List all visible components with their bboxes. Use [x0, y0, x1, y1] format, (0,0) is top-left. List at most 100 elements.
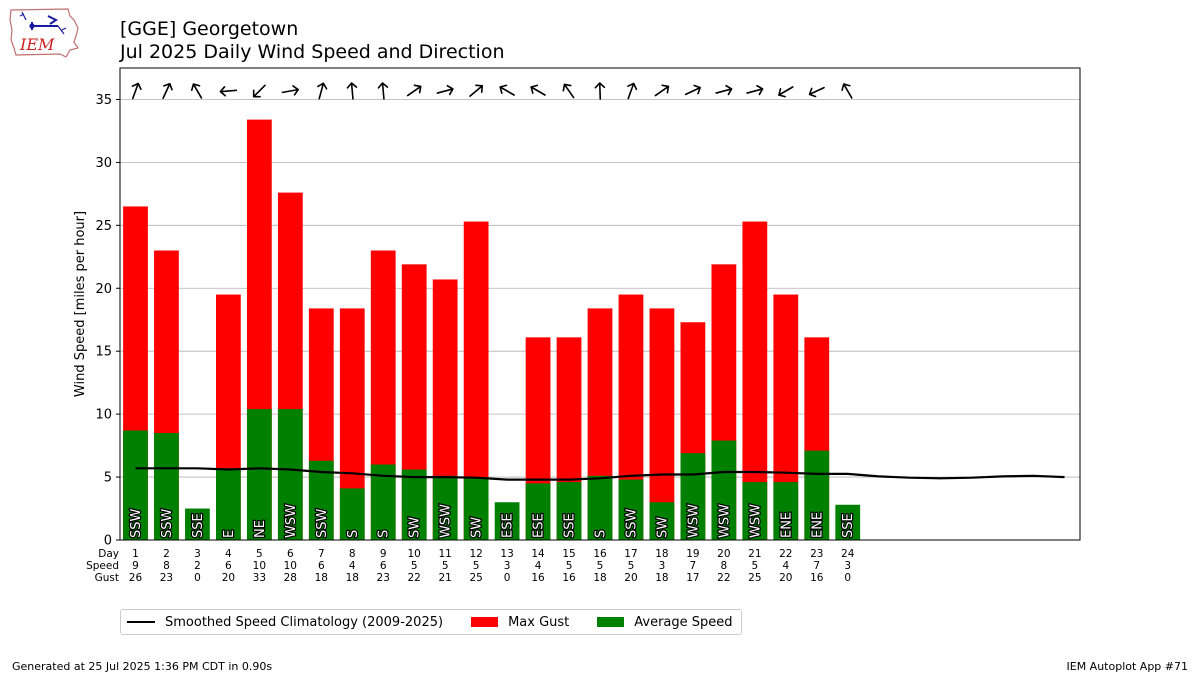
table-gust: 18 — [593, 572, 606, 584]
table-gust: 25 — [748, 572, 761, 584]
table-day: 3 — [194, 548, 201, 560]
y-axis-label: Wind Speed [miles per hour] — [73, 211, 88, 397]
autoplot-credit: IEM Autoplot App #71 — [1066, 660, 1189, 673]
average-bar — [216, 468, 241, 540]
climatology-line — [135, 467, 1065, 481]
table-gust: 17 — [686, 572, 699, 584]
climatology-layer — [135, 467, 1065, 481]
average-bar — [185, 508, 210, 540]
direction-label: SSE — [191, 513, 206, 538]
y-ticks: 0 5 10 15 20 25 30 35 — [95, 93, 120, 549]
legend-gust-swatch — [471, 617, 499, 627]
direction-label: SW — [408, 517, 423, 538]
direction-label: S — [377, 530, 392, 538]
table-speed: 5 — [597, 560, 604, 572]
wind-arrow — [530, 84, 546, 96]
table-gust: 26 — [129, 572, 143, 584]
average-bar — [246, 409, 272, 540]
table-day: 17 — [624, 548, 637, 560]
arrow-shape — [715, 84, 733, 96]
wind-arrow — [594, 82, 606, 100]
table-day: 12 — [469, 548, 482, 560]
arrow-shape — [131, 82, 142, 100]
average-bar — [649, 502, 675, 540]
arrow-shape — [252, 84, 266, 98]
wind-arrow — [841, 83, 853, 99]
table-day: 2 — [163, 548, 170, 560]
arrow-shape — [684, 84, 701, 96]
direction-label: SSW — [624, 508, 639, 538]
table-speed: 8 — [163, 560, 170, 572]
arrow-shape — [219, 86, 238, 97]
wind-arrow — [252, 84, 266, 98]
wind-arrow — [469, 84, 484, 97]
legend-gust-label: Max Gust — [508, 614, 570, 630]
arrow-shape — [346, 82, 358, 100]
table-day: 6 — [287, 548, 294, 560]
average-bar — [308, 460, 334, 540]
arrow-shape — [594, 82, 606, 100]
direction-label: WSW — [748, 504, 763, 538]
table-day: 14 — [531, 548, 545, 560]
table-day: 8 — [349, 548, 356, 560]
arrow-shape — [162, 82, 173, 100]
wind-arrow — [436, 84, 454, 96]
table-gust: 18 — [346, 572, 359, 584]
direction-label: WSW — [439, 504, 454, 538]
table-gust: 0 — [844, 572, 851, 584]
average-bar — [123, 430, 148, 540]
average-bar — [742, 482, 768, 540]
average-bar — [556, 482, 582, 540]
wind-arrow — [627, 82, 638, 100]
table-speed: 5 — [751, 560, 758, 572]
table-gust: 20 — [624, 572, 637, 584]
direction-label: WSW — [284, 504, 299, 538]
plot-frame — [119, 67, 1081, 541]
chart-title: [GGE] Georgetown Jul 2025 Daily Wind Spe… — [120, 18, 504, 64]
wind-arrow — [162, 82, 173, 100]
table-day: 21 — [748, 548, 761, 560]
wind-arrow — [190, 83, 203, 99]
table-row-label: Speed — [86, 560, 119, 572]
table-speed: 2 — [194, 560, 201, 572]
table-speed: 3 — [659, 560, 666, 572]
arrow-shape — [317, 82, 328, 100]
direction-label: SSW — [315, 508, 330, 538]
direction-label: SW — [655, 517, 670, 538]
table-speed: 4 — [535, 560, 542, 572]
table-day: 23 — [810, 548, 823, 560]
direction-label: WSW — [686, 504, 701, 538]
table-gust: 18 — [655, 572, 668, 584]
table-day: 10 — [408, 548, 421, 560]
average-bar — [525, 483, 551, 540]
table-day: 4 — [225, 548, 232, 560]
table-day: 15 — [562, 548, 575, 560]
table-gust: 28 — [284, 572, 297, 584]
table-day: 24 — [841, 548, 855, 560]
average-bar — [804, 450, 830, 540]
average-bar — [711, 440, 737, 540]
wind-arrow — [131, 82, 142, 100]
gust-bar — [649, 308, 675, 540]
arrow-shape — [469, 84, 484, 97]
table-speed: 5 — [411, 560, 418, 572]
wind-arrow — [499, 84, 515, 96]
day-table: DaySpeedGust1926282332046205103361028761… — [86, 548, 855, 584]
table-day: 13 — [500, 548, 513, 560]
table-gust: 22 — [717, 572, 730, 584]
table-speed: 7 — [813, 560, 820, 572]
y-tick-label: 5 — [104, 471, 112, 486]
arrow-shape — [436, 84, 454, 96]
legend-climatology: Smoothed Speed Climatology (2009-2025) — [127, 615, 443, 630]
wind-arrow — [808, 86, 825, 98]
wind-arrow — [746, 84, 764, 96]
table-gust: 25 — [469, 572, 482, 584]
table-day: 19 — [686, 548, 699, 560]
wind-arrow — [778, 86, 794, 98]
table-row-label: Gust — [95, 572, 119, 584]
arrow-shape — [377, 82, 389, 100]
arrow-shape — [281, 85, 300, 96]
table-speed: 6 — [225, 560, 232, 572]
y-tick-label: 0 — [104, 534, 112, 549]
